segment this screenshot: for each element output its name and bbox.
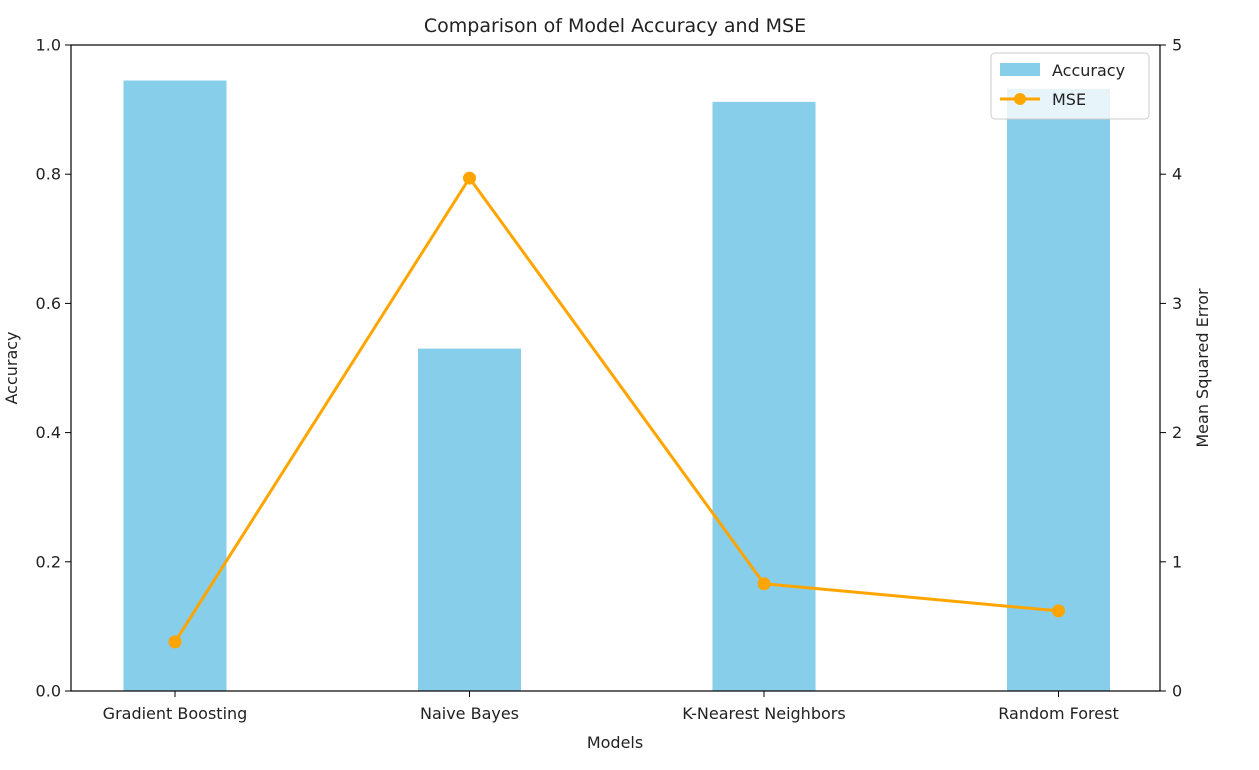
x-tick-label-0: Gradient Boosting [103, 704, 248, 723]
right-tick-label-1: 1 [1172, 552, 1182, 571]
x-tick-label-1: Naive Bayes [420, 704, 519, 723]
legend-swatch-mse-marker [1014, 93, 1026, 105]
x-tick-label-3: Random Forest [998, 704, 1118, 723]
right-tick-label-3: 3 [1172, 294, 1182, 313]
legend-swatch-accuracy [1000, 63, 1040, 76]
left-axis-title: Accuracy [2, 331, 21, 404]
accuracy-bar-0 [123, 80, 227, 691]
mse-point-0 [168, 635, 182, 649]
right-tick-label-2: 2 [1172, 423, 1182, 442]
mse-line-layer [168, 171, 1065, 649]
plot-frame [70, 44, 1161, 692]
accuracy-bar-1 [418, 348, 521, 691]
right-axis-ticks: 0 1 2 3 4 5 [1160, 36, 1182, 701]
legend-label-mse: MSE [1052, 90, 1086, 109]
mse-point-1 [463, 171, 476, 185]
left-tick-label-4: 0.8 [36, 165, 61, 184]
x-tick-label-2: K-Nearest Neighbors [682, 704, 845, 723]
right-axis-title: Mean Squared Error [1193, 288, 1212, 448]
accuracy-bar-3 [1007, 88, 1110, 692]
right-tick-label-5: 5 [1172, 36, 1182, 55]
mse-line [173, 176, 1059, 643]
left-tick-label-0: 0.0 [36, 682, 61, 701]
right-tick-label-4: 4 [1172, 165, 1182, 184]
left-tick-label-5: 1.0 [36, 36, 61, 55]
left-axis-ticks: 0.0 0.2 0.4 0.6 0.8 1.0 [36, 36, 71, 701]
legend-label-accuracy: Accuracy [1052, 61, 1125, 80]
chart-title: Comparison of Model Accuracy and MSE [424, 15, 806, 37]
legend: Accuracy MSE [990, 52, 1150, 120]
bars-layer [123, 80, 1110, 692]
left-tick-label-2: 0.4 [36, 423, 61, 442]
mse-point-3 [1052, 604, 1065, 618]
accuracy-bar-2 [712, 101, 816, 691]
right-tick-label-0: 0 [1172, 682, 1182, 701]
mse-point-2 [757, 577, 771, 591]
left-tick-label-1: 0.2 [36, 552, 61, 571]
x-axis-ticks: Gradient Boosting Naive Bayes K-Nearest Ne… [103, 691, 1119, 723]
x-axis-title: Models [587, 733, 643, 752]
left-tick-label-3: 0.6 [36, 294, 61, 313]
